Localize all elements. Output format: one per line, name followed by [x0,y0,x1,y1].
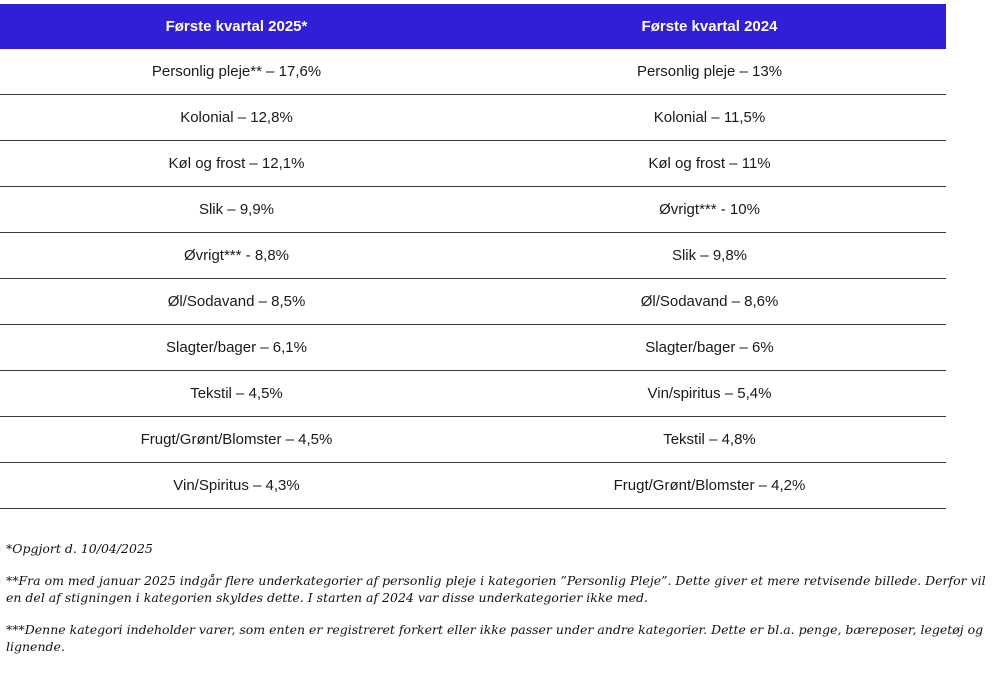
table-body: Personlig pleje** – 17,6% Personlig plej… [0,49,946,509]
header-q1-2025: Første kvartal 2025* [0,4,473,49]
cell-2025: Køl og frost – 12,1% [0,140,473,187]
table-row: Slik – 9,9% Øvrigt*** - 10% [0,186,946,233]
footnote-personal-care: **Fra om med januar 2025 indgår flere un… [6,573,986,605]
footnote-other-category: ***Denne kategori indeholder varer, som … [6,622,984,654]
cell-2024: Kolonial – 11,5% [473,94,946,141]
cell-2025: Personlig pleje** – 17,6% [0,49,473,95]
cell-2024: Øvrigt*** - 10% [473,186,946,233]
table-row: Frugt/Grønt/Blomster – 4,5% Tekstil – 4,… [0,416,946,463]
table-row: Personlig pleje** – 17,6% Personlig plej… [0,49,946,95]
cell-2024: Personlig pleje – 13% [473,49,946,95]
cell-2025: Vin/Spiritus – 4,3% [0,462,473,509]
table-row: Tekstil – 4,5% Vin/spiritus – 5,4% [0,370,946,417]
table-row: Køl og frost – 12,1% Køl og frost – 11% [0,140,946,187]
cell-2025: Slik – 9,9% [0,186,473,233]
cell-2025: Tekstil – 4,5% [0,370,473,417]
category-table: Første kvartal 2025* Første kvartal 2024… [0,4,946,509]
header-row: Første kvartal 2025* Første kvartal 2024 [0,4,946,49]
cell-2024: Slagter/bager – 6% [473,324,946,371]
cell-2024: Slik – 9,8% [473,232,946,279]
cell-2024: Tekstil – 4,8% [473,416,946,463]
table-row: Øvrigt*** - 8,8% Slik – 9,8% [0,232,946,279]
table-row: Slagter/bager – 6,1% Slagter/bager – 6% [0,324,946,371]
cell-2025: Frugt/Grønt/Blomster – 4,5% [0,416,473,463]
category-table-container: Første kvartal 2025* Første kvartal 2024… [0,4,946,509]
table-header: Første kvartal 2025* Første kvartal 2024 [0,4,946,49]
table-row: Øl/Sodavand – 8,5% Øl/Sodavand – 8,6% [0,278,946,325]
header-q1-2024: Første kvartal 2024 [473,4,946,49]
cell-2025: Øvrigt*** - 8,8% [0,232,473,279]
footnote-date: *Opgjort d. 10/04/2025 [6,541,153,556]
cell-2025: Øl/Sodavand – 8,5% [0,278,473,325]
cell-2024: Øl/Sodavand – 8,6% [473,278,946,325]
cell-2024: Køl og frost – 11% [473,140,946,187]
table-row: Vin/Spiritus – 4,3% Frugt/Grønt/Blomster… [0,462,946,509]
cell-2024: Frugt/Grønt/Blomster – 4,2% [473,462,946,509]
table-row: Kolonial – 12,8% Kolonial – 11,5% [0,94,946,141]
footnotes: *Opgjort d. 10/04/2025 **Fra om med janu… [6,540,1000,670]
cell-2025: Slagter/bager – 6,1% [0,324,473,371]
cell-2025: Kolonial – 12,8% [0,94,473,141]
cell-2024: Vin/spiritus – 5,4% [473,370,946,417]
